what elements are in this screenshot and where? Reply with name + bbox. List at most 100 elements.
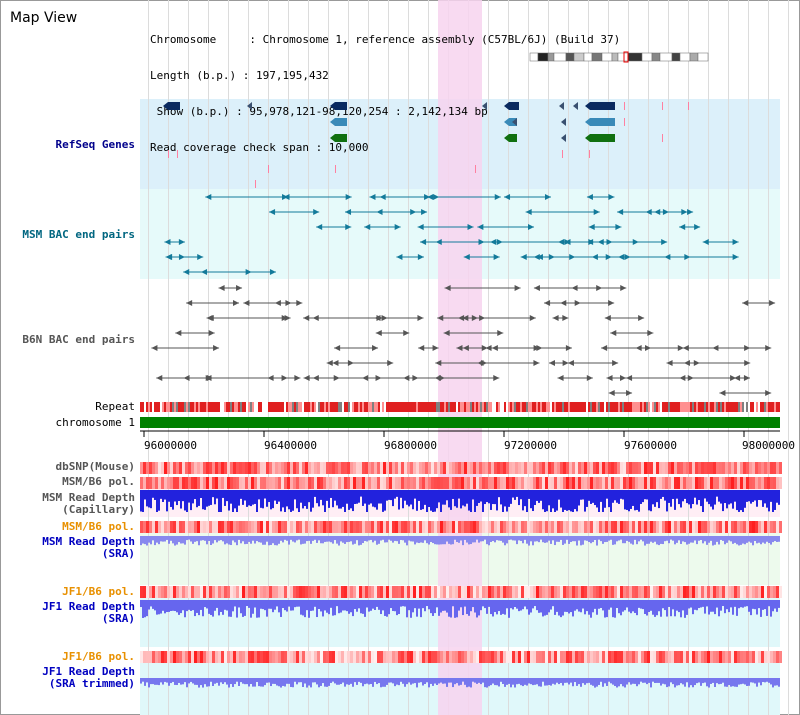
- depth-bar: [392, 678, 394, 684]
- msm-bac-end: [269, 269, 276, 275]
- depth-bar: [550, 490, 552, 512]
- label-jf1-depth-trim[interactable]: JF1 Read Depth (SRA trimmed): [42, 666, 135, 690]
- heat-cell: [341, 462, 344, 474]
- label-msm-depth-sra[interactable]: MSM Read Depth (SRA): [42, 536, 135, 560]
- heat-cell: [425, 462, 428, 474]
- grid-line: [348, 0, 349, 715]
- depth-bar: [354, 600, 356, 610]
- heat-cell: [761, 477, 764, 489]
- depth-bar: [342, 678, 344, 683]
- label-msm-b6-pol-1[interactable]: MSM/B6 pol.: [62, 475, 135, 488]
- depth-bar: [302, 600, 304, 616]
- depth-bar: [772, 536, 774, 543]
- depth-bar: [736, 536, 738, 545]
- depth-bar: [214, 600, 216, 611]
- depth-bar: [248, 536, 250, 542]
- label-b6n-bac[interactable]: B6N BAC end pairs: [22, 333, 135, 346]
- heat-cell: [422, 651, 425, 663]
- repeat-block: [326, 402, 328, 412]
- depth-bar: [328, 600, 330, 615]
- heat-cell: [569, 521, 572, 533]
- repeat-block: [374, 402, 376, 412]
- label-jf1-b6-pol-1[interactable]: JF1/B6 pol.: [62, 585, 135, 598]
- depth-bar: [482, 490, 484, 512]
- heat-cell: [776, 586, 779, 598]
- depth-bar: [292, 490, 294, 511]
- repeat-block: [700, 402, 702, 412]
- depth-bar: [148, 678, 150, 688]
- repeat-block: [710, 402, 712, 412]
- heat-cell: [146, 462, 149, 474]
- heat-cell: [524, 651, 527, 663]
- label-msm-bac[interactable]: MSM BAC end pairs: [22, 228, 135, 241]
- heat-cell: [770, 521, 773, 533]
- depth-bar: [728, 490, 730, 505]
- depth-bar: [622, 678, 624, 687]
- heat-cell: [503, 586, 506, 598]
- heat-cell: [317, 477, 320, 489]
- b6n-bac-end: [208, 330, 215, 336]
- depth-bar: [594, 600, 596, 609]
- label-refseq[interactable]: RefSeq Genes: [55, 138, 135, 151]
- heat-cell: [434, 521, 437, 533]
- depth-bar: [300, 678, 302, 683]
- depth-bar: [382, 678, 384, 687]
- depth-bar: [418, 536, 420, 544]
- heat-cell: [548, 462, 551, 474]
- info-length: Length (b.p.) : 197,195,432: [150, 69, 329, 82]
- depth-bar: [480, 600, 482, 611]
- heat-cell: [488, 462, 491, 474]
- msm-bac-end: [694, 224, 701, 230]
- heat-cell: [290, 462, 293, 474]
- depth-bar: [270, 536, 272, 545]
- repeat-block: [676, 402, 678, 412]
- depth-bar: [636, 600, 638, 616]
- heat-cell: [563, 477, 566, 489]
- depth-bar: [330, 490, 332, 498]
- label-msm-depth-cap[interactable]: MSM Read Depth (Capillary): [42, 492, 135, 516]
- depth-bar: [332, 678, 334, 682]
- depth-bar: [630, 600, 632, 614]
- heat-cell: [668, 651, 671, 663]
- depth-bar: [606, 600, 608, 618]
- repeat-block: [612, 402, 614, 412]
- repeat-block: [524, 402, 526, 412]
- heat-cell: [413, 586, 416, 598]
- heat-cell: [158, 586, 161, 598]
- depth-bar: [626, 536, 628, 541]
- msm-bac-end: [345, 209, 352, 215]
- heat-cell: [650, 651, 653, 663]
- depth-bar: [278, 536, 280, 544]
- heat-cell: [452, 586, 455, 598]
- ideogram-band: [583, 52, 593, 62]
- depth-bar: [492, 678, 494, 684]
- depth-bar: [454, 678, 456, 685]
- depth-bar: [612, 600, 614, 618]
- depth-bar: [532, 678, 534, 686]
- depth-bar: [282, 536, 284, 543]
- depth-bar: [632, 678, 634, 684]
- depth-bar: [492, 600, 494, 617]
- heat-cell: [206, 477, 209, 489]
- depth-bar: [480, 536, 482, 542]
- repeat-block: [180, 402, 182, 412]
- depth-bar: [708, 536, 710, 543]
- heat-cell: [566, 477, 569, 489]
- label-jf1-b6-pol-2[interactable]: JF1/B6 pol.: [62, 650, 135, 663]
- depth-bar: [170, 678, 172, 684]
- heat-cell: [506, 586, 509, 598]
- depth-bar: [650, 678, 652, 688]
- depth-bar: [688, 536, 690, 544]
- label-dbsnp[interactable]: dbSNP(Mouse): [55, 460, 135, 473]
- heat-cell: [584, 586, 587, 598]
- depth-bar: [634, 678, 636, 684]
- repeat-block: [478, 402, 480, 412]
- heat-cell: [365, 521, 368, 533]
- b6n-bac-end: [567, 360, 574, 366]
- heat-cell: [593, 651, 596, 663]
- heat-cell: [293, 651, 296, 663]
- label-jf1-depth-sra[interactable]: JF1 Read Depth (SRA): [42, 601, 135, 625]
- b6n-bac-end: [243, 300, 250, 306]
- label-msm-b6-pol-2[interactable]: MSM/B6 pol.: [62, 520, 135, 533]
